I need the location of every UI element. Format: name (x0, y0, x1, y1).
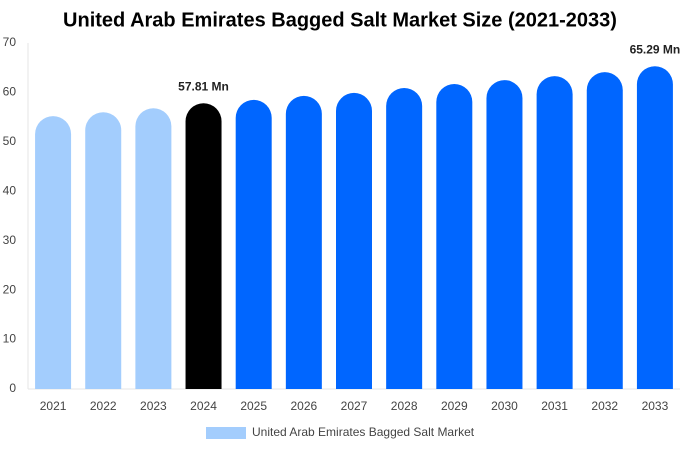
x-tick-label: 2031 (541, 399, 568, 413)
x-tick-label: 2023 (140, 399, 167, 413)
chart-title: United Arab Emirates Bagged Salt Market … (63, 9, 617, 31)
y-tick-label: 60 (3, 85, 17, 99)
y-tick-label: 0 (9, 381, 16, 395)
bar (586, 72, 623, 390)
x-tick-label: 2022 (90, 399, 117, 413)
value-label: 57.81 Mn (178, 79, 229, 93)
bar (35, 116, 72, 390)
x-tick-label: 2028 (391, 399, 418, 413)
bar (336, 92, 372, 390)
bar (386, 87, 423, 389)
y-tick-label: 50 (3, 134, 17, 148)
y-tick-label: 20 (3, 282, 17, 296)
x-tick-label: 2021 (40, 399, 67, 413)
y-tick-label: 40 (3, 183, 17, 197)
bar (285, 95, 322, 389)
x-tick-label: 2025 (240, 399, 267, 413)
legend-label: United Arab Emirates Bagged Salt Market (252, 425, 475, 439)
x-tick-label: 2030 (491, 399, 518, 413)
bar (135, 108, 172, 389)
legend-swatch (206, 427, 246, 439)
y-tick-label: 10 (3, 332, 17, 346)
x-tick-label: 2027 (341, 399, 368, 413)
x-tick-label: 2026 (290, 399, 317, 413)
x-tick-label: 2024 (190, 399, 217, 413)
bar (85, 112, 122, 389)
x-tick-label: 2029 (441, 399, 468, 413)
bar (536, 76, 573, 390)
bar (185, 103, 222, 390)
bar (486, 80, 523, 390)
bar (636, 66, 673, 390)
y-tick-label: 30 (3, 233, 17, 247)
bar (436, 84, 473, 390)
bar (235, 99, 272, 390)
value-label: 65.29 Mn (630, 42, 680, 56)
x-tick-label: 2032 (591, 399, 618, 413)
x-tick-label: 2033 (642, 399, 669, 413)
y-tick-label: 70 (3, 35, 17, 49)
